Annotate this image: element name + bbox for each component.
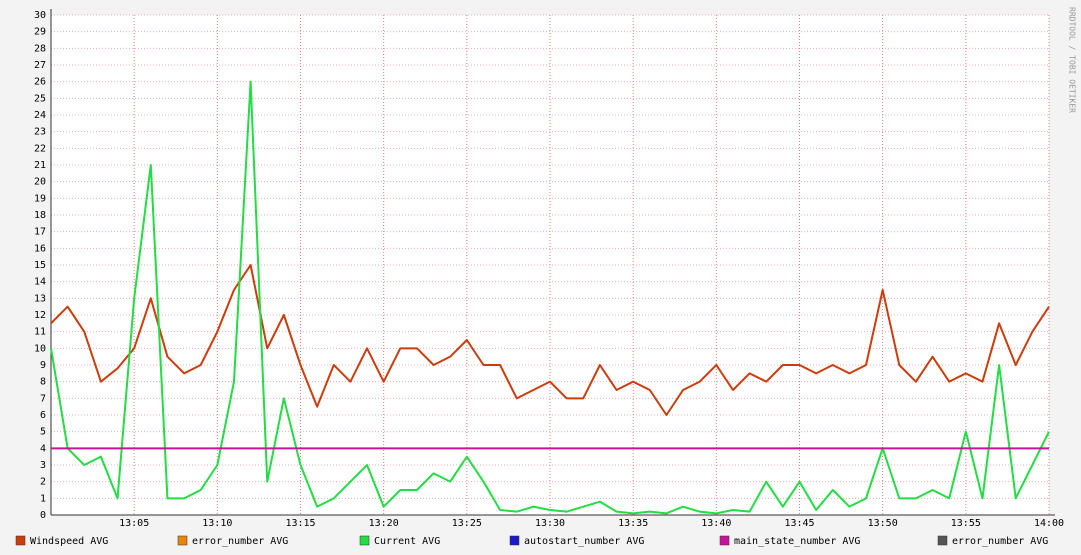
legend-label: autostart_number AVG [524, 536, 644, 547]
legend-label: main_state_number AVG [734, 536, 860, 547]
x-tick-label: 13:30 [535, 518, 565, 529]
x-tick-label: 13:35 [618, 518, 648, 529]
y-tick-label: 13 [34, 293, 46, 304]
legend-label: error_number AVG [192, 536, 288, 547]
x-tick-label: 13:15 [285, 518, 315, 529]
y-tick-label: 18 [34, 210, 46, 221]
x-tick-label: 13:40 [701, 518, 731, 529]
y-tick-label: 30 [34, 10, 46, 21]
y-tick-label: 3 [40, 460, 46, 471]
legend-label: error_number AVG [952, 536, 1048, 547]
legend-swatch [359, 535, 370, 546]
legend-swatch [937, 535, 948, 546]
y-tick-label: 6 [40, 410, 46, 421]
y-tick-label: 9 [40, 360, 46, 371]
x-tick-label: 13:50 [868, 518, 898, 529]
y-tick-label: 2 [40, 477, 46, 488]
y-tick-label: 22 [34, 143, 46, 154]
y-tick-label: 14 [34, 277, 46, 288]
x-tick-label: 13:20 [369, 518, 399, 529]
legend-label: Current AVG [374, 536, 440, 547]
y-tick-label: 26 [34, 77, 46, 88]
x-tick-label: 13:55 [951, 518, 981, 529]
y-tick-label: 23 [34, 127, 46, 138]
y-tick-label: 24 [34, 110, 46, 121]
y-tick-label: 28 [34, 43, 46, 54]
x-tick-label: 13:10 [202, 518, 232, 529]
y-tick-label: 25 [34, 93, 46, 104]
legend-swatch [719, 535, 730, 546]
y-tick-label: 15 [34, 260, 46, 271]
y-tick-label: 8 [40, 377, 46, 388]
x-tick-label: 14:00 [1034, 518, 1064, 529]
y-tick-label: 10 [34, 343, 46, 354]
y-tick-label: 12 [34, 310, 46, 321]
y-tick-label: 19 [34, 193, 46, 204]
legend-label: Windspeed AVG [30, 536, 108, 547]
y-tick-label: 29 [34, 27, 46, 38]
series-line [50, 264, 1050, 416]
y-tick-label: 1 [40, 493, 46, 504]
y-tick-label: 20 [34, 177, 46, 188]
y-tick-label: 5 [40, 427, 46, 438]
x-tick-label: 13:45 [784, 518, 814, 529]
y-tick-label: 17 [34, 227, 46, 238]
y-tick-label: 0 [40, 510, 46, 521]
legend-swatch [177, 535, 188, 546]
legend-swatch [509, 535, 520, 546]
y-tick-label: 21 [34, 160, 46, 171]
y-tick-label: 4 [40, 443, 46, 454]
watermark: RRDTOOL / TOBI OETIKER [1068, 7, 1077, 113]
y-tick-label: 27 [34, 60, 46, 71]
y-tick-label: 7 [40, 393, 46, 404]
x-tick-label: 13:05 [119, 518, 149, 529]
y-tick-label: 11 [34, 327, 46, 338]
x-tick-label: 13:25 [452, 518, 482, 529]
legend-swatch [15, 535, 26, 546]
y-tick-label: 16 [34, 243, 46, 254]
